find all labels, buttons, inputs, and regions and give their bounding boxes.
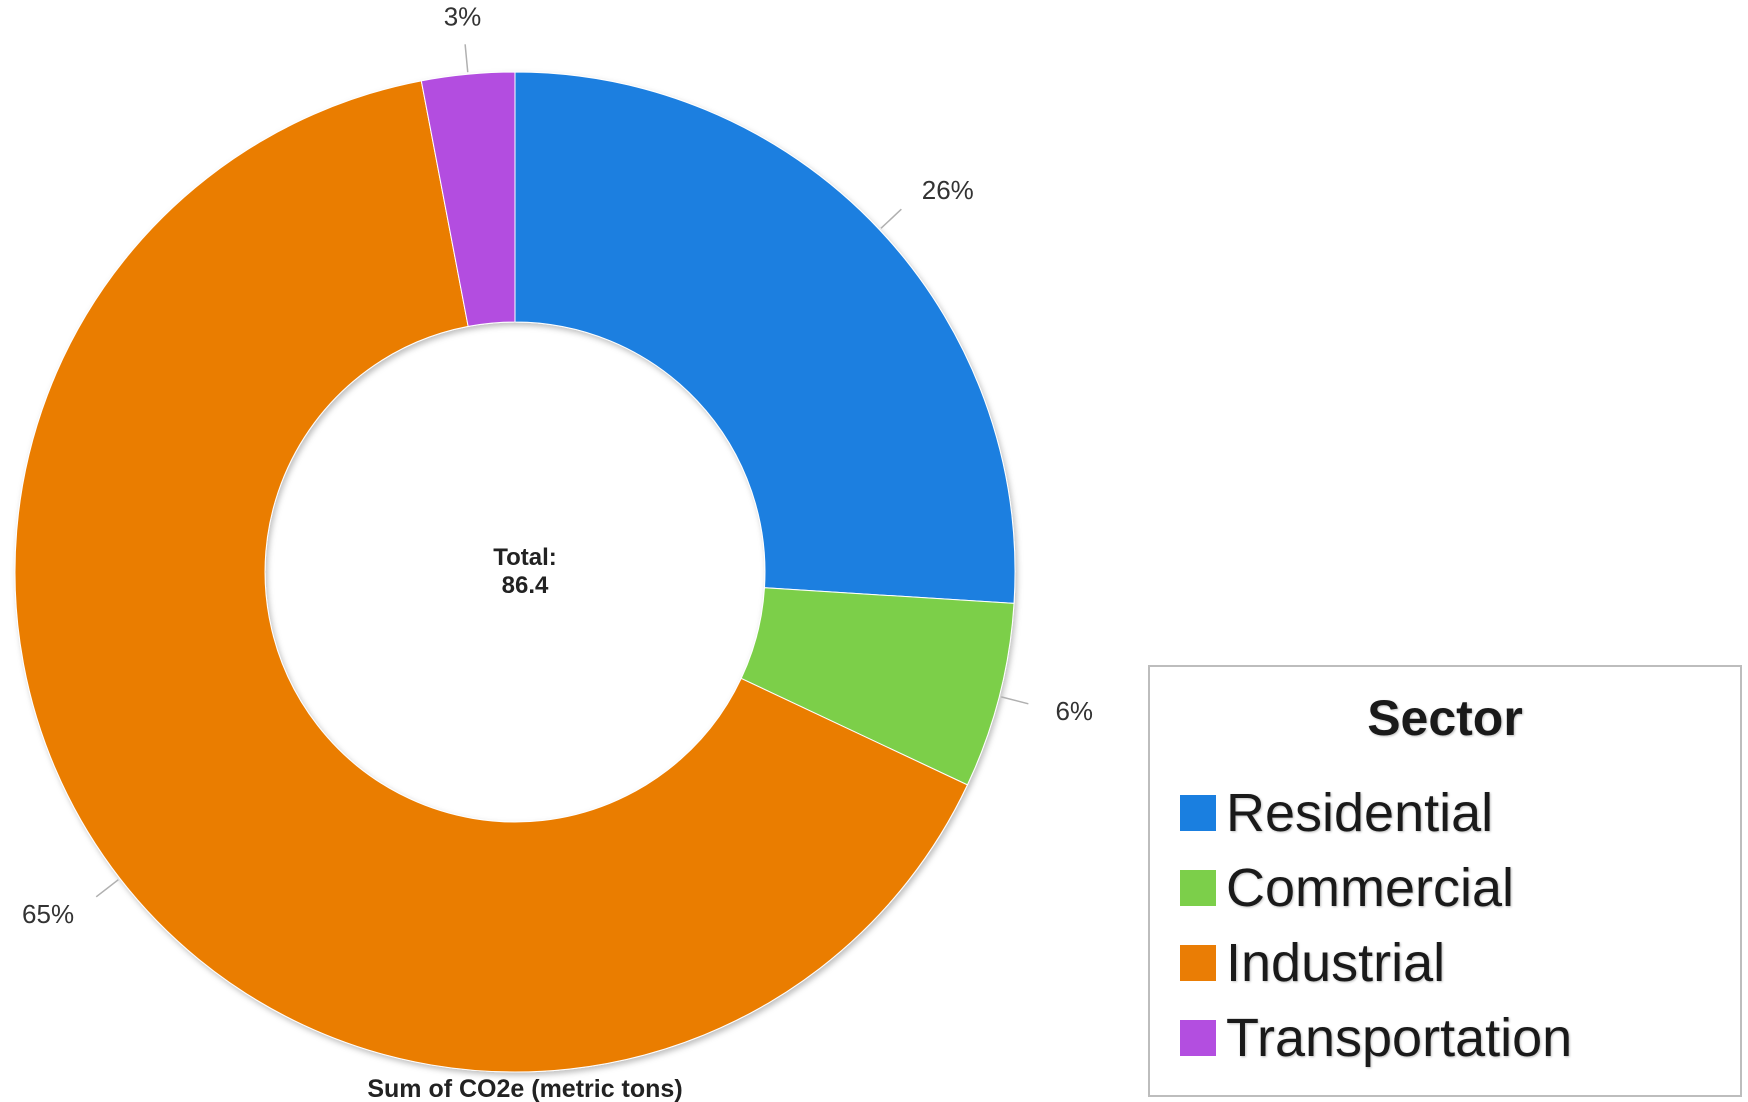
slice-industrial[interactable]	[14, 80, 969, 1073]
legend-label-residential: Residential	[1226, 782, 1494, 843]
legend: Sector Residential Commercial Industrial…	[1148, 665, 1742, 1097]
legend-item-transportation[interactable]: Transportation	[1180, 1000, 1572, 1075]
slice-label-transportation: 3%	[444, 1, 482, 31]
legend-title: Sector	[1367, 690, 1523, 746]
center-total-value: 86.4	[502, 572, 549, 599]
slice-transportation[interactable]	[420, 71, 516, 328]
legend-item-industrial[interactable]: Industrial	[1180, 925, 1572, 1000]
leader-line-commercial	[1001, 696, 1029, 705]
leader-line-industrial	[95, 879, 119, 898]
legend-item-commercial[interactable]: Commercial	[1180, 850, 1572, 925]
legend-swatch-transportation	[1180, 1019, 1216, 1056]
slice-residential[interactable]	[514, 71, 1016, 604]
legend-label-commercial: Commercial	[1226, 857, 1515, 918]
center-total-label: Total:	[493, 544, 557, 571]
slices-group	[14, 71, 1016, 1073]
legend-label-transportation: Transportation	[1226, 1007, 1573, 1068]
leader-line-residential	[880, 208, 902, 229]
legend-swatch-commercial	[1180, 869, 1216, 906]
legend-label-industrial: Industrial	[1226, 932, 1446, 993]
slice-label-commercial: 6%	[1055, 696, 1093, 726]
legend-item-residential[interactable]: Residential	[1180, 775, 1572, 850]
slice-label-industrial: 65%	[22, 899, 74, 929]
leader-lines	[95, 44, 1029, 898]
slice-labels: 26% 6% 65% 3%	[22, 1, 1093, 929]
chart-axis-title: Sum of CO2e (metric tons)	[367, 1075, 682, 1102]
legend-list: Residential Commercial Industrial Transp…	[1180, 775, 1572, 1075]
leader-line-transportation	[464, 44, 469, 73]
legend-swatch-industrial	[1180, 944, 1216, 981]
legend-swatch-residential	[1180, 794, 1216, 831]
slice-label-residential: 26%	[922, 175, 974, 205]
